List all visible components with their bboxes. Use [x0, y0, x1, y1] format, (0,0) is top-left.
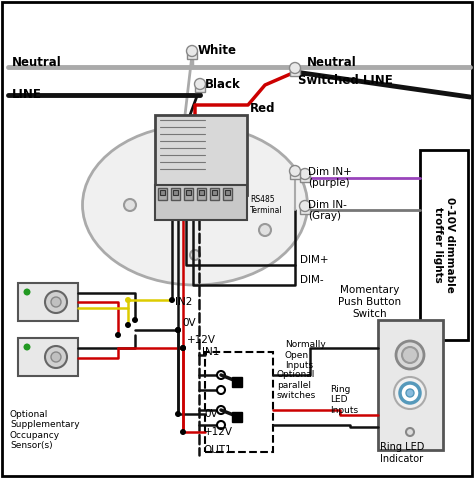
Text: Black: Black: [205, 77, 241, 90]
Circle shape: [217, 406, 225, 414]
Bar: [290, 68, 300, 76]
Bar: [160, 190, 165, 195]
Circle shape: [169, 297, 175, 303]
Bar: [378, 320, 443, 450]
Text: 0-10V dimmable
troffer lights: 0-10V dimmable troffer lights: [433, 197, 455, 293]
Circle shape: [180, 429, 186, 435]
Circle shape: [132, 317, 138, 323]
Text: IN1: IN1: [202, 347, 219, 357]
Bar: [212, 190, 217, 195]
Text: Dim IN-: Dim IN-: [308, 200, 347, 210]
Bar: [300, 206, 310, 214]
Text: Neutral: Neutral: [12, 55, 62, 68]
Text: OUT1: OUT1: [204, 445, 232, 455]
Text: LINE: LINE: [12, 87, 42, 100]
Bar: [210, 188, 219, 200]
Bar: [173, 190, 178, 195]
Circle shape: [259, 224, 271, 236]
Circle shape: [125, 322, 131, 328]
Bar: [205, 352, 273, 452]
Bar: [223, 188, 232, 200]
Circle shape: [300, 169, 310, 180]
Text: Ring
LED
Inputs: Ring LED Inputs: [330, 385, 358, 415]
Text: (purple): (purple): [308, 178, 350, 188]
Bar: [195, 84, 205, 92]
Circle shape: [402, 347, 418, 363]
Text: Optional
parallel
switches: Optional parallel switches: [277, 370, 316, 400]
Circle shape: [180, 345, 186, 351]
Circle shape: [217, 371, 225, 379]
Circle shape: [24, 344, 30, 350]
Bar: [171, 188, 180, 200]
Circle shape: [394, 377, 426, 409]
Bar: [155, 185, 247, 220]
Circle shape: [180, 345, 186, 351]
Circle shape: [290, 63, 301, 74]
Bar: [300, 174, 310, 182]
Bar: [155, 115, 247, 195]
Bar: [199, 190, 204, 195]
Circle shape: [217, 421, 225, 429]
Circle shape: [45, 346, 67, 368]
Text: Momentary
Push Button
Switch: Momentary Push Button Switch: [338, 285, 401, 319]
Circle shape: [51, 352, 61, 362]
Text: +12V: +12V: [204, 427, 233, 437]
Bar: [158, 188, 167, 200]
Circle shape: [24, 289, 30, 295]
Circle shape: [400, 383, 420, 403]
Text: RS485
Terminal: RS485 Terminal: [250, 196, 283, 215]
Circle shape: [396, 341, 424, 369]
Bar: [184, 188, 193, 200]
Circle shape: [406, 428, 414, 436]
Circle shape: [300, 200, 310, 211]
Text: (Gray): (Gray): [308, 211, 341, 221]
Bar: [18, 283, 78, 321]
Text: Dim IN+: Dim IN+: [308, 167, 352, 177]
Ellipse shape: [82, 125, 308, 285]
Bar: [232, 377, 242, 387]
Text: +12V: +12V: [187, 335, 216, 345]
Bar: [232, 412, 242, 422]
Bar: [197, 188, 206, 200]
Circle shape: [115, 332, 121, 338]
Circle shape: [194, 78, 206, 89]
Text: Neutral: Neutral: [307, 55, 357, 68]
Circle shape: [217, 386, 225, 394]
Bar: [18, 338, 78, 376]
Text: White: White: [198, 43, 237, 56]
Circle shape: [406, 389, 414, 397]
Text: 0V: 0V: [204, 409, 218, 419]
Circle shape: [51, 297, 61, 307]
Circle shape: [175, 411, 181, 417]
Circle shape: [190, 250, 200, 260]
Bar: [186, 190, 191, 195]
Circle shape: [45, 291, 67, 313]
Circle shape: [186, 45, 198, 56]
Text: DIM-: DIM-: [300, 275, 324, 285]
Circle shape: [124, 199, 136, 211]
Bar: [187, 51, 197, 59]
Circle shape: [175, 327, 181, 333]
Circle shape: [175, 327, 181, 333]
Text: Optional
Supplementary
Occupancy
Sensor(s): Optional Supplementary Occupancy Sensor(…: [10, 410, 80, 450]
Bar: [420, 150, 468, 340]
Circle shape: [125, 297, 131, 303]
Text: Switched LINE: Switched LINE: [298, 74, 393, 87]
Text: IN2: IN2: [175, 297, 192, 307]
Text: 0V: 0V: [182, 318, 196, 328]
Text: DIM+: DIM+: [300, 255, 328, 265]
Text: Red: Red: [250, 101, 275, 115]
Text: Ring LED
Indicator: Ring LED Indicator: [380, 442, 424, 464]
Bar: [290, 171, 300, 179]
Circle shape: [290, 165, 301, 176]
Text: Normally
Open
Inputs: Normally Open Inputs: [285, 340, 326, 370]
Bar: [225, 190, 230, 195]
